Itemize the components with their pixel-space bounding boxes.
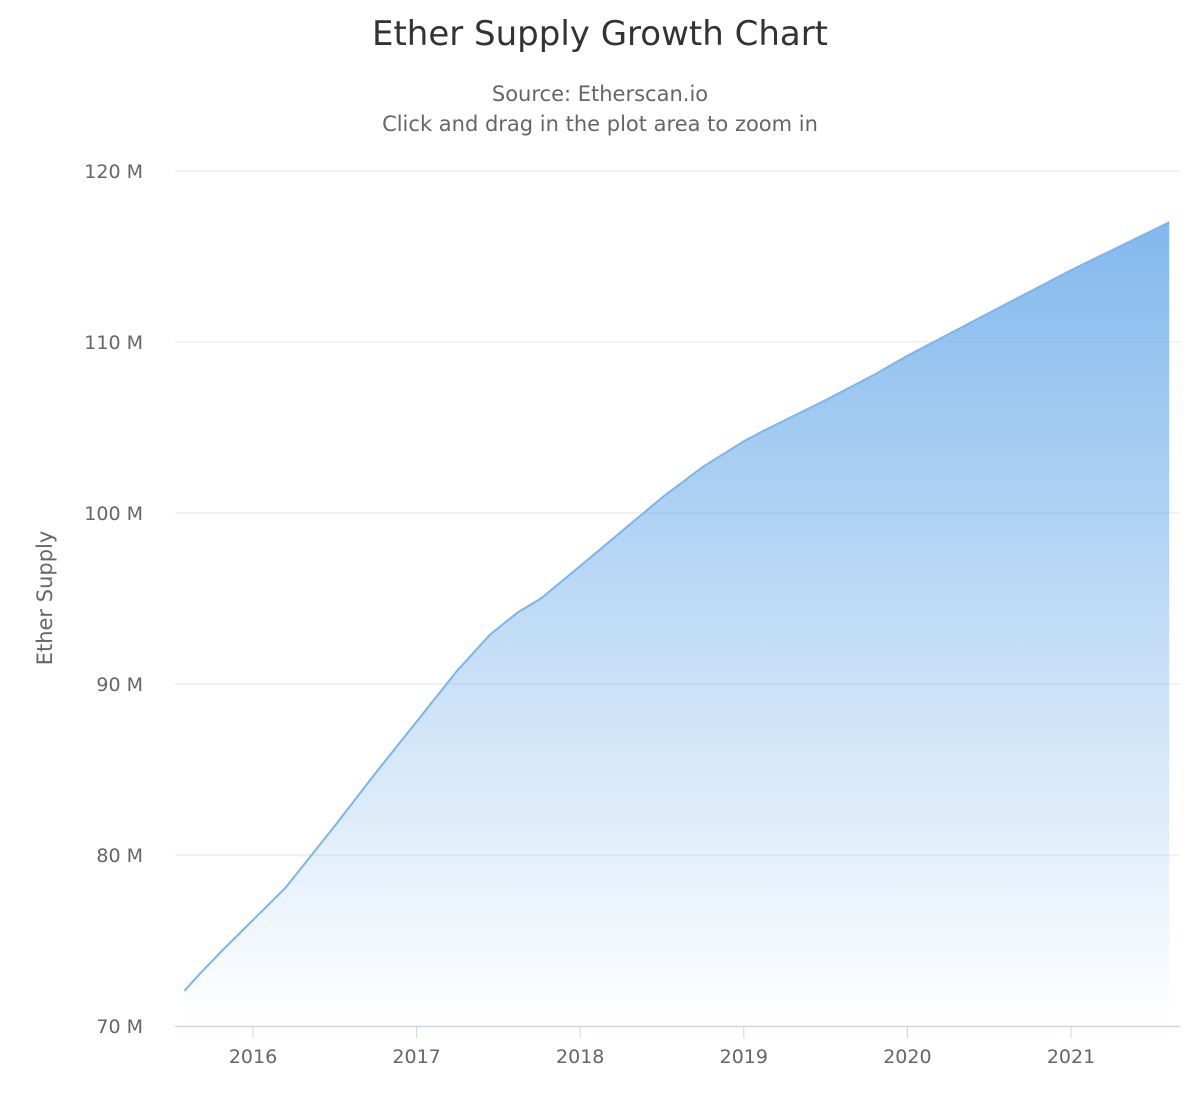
area-fill [184,222,1170,1027]
y-tick-label: 110 M [84,332,143,354]
y-tick-label: 100 M [84,503,143,525]
y-axis-label: Ether Supply [33,531,57,666]
x-tick-label: 2021 [1047,1046,1095,1068]
y-tick-label: 70 M [96,1016,143,1038]
x-tick-label: 2020 [883,1046,931,1068]
y-tick-label: 120 M [84,161,143,183]
x-tick-label: 2016 [229,1046,277,1068]
chart-title: Ether Supply Growth Chart [371,14,829,54]
x-tick-label: 2019 [720,1046,768,1068]
y-tick-label: 90 M [96,674,143,696]
series-line [183,221,1170,992]
y-tick-label: 80 M [96,845,143,867]
chart-subtitle-hint: Click and drag in the plot area to zoom … [382,112,818,136]
x-tick-label: 2017 [392,1046,440,1068]
x-tick-label: 2018 [556,1046,604,1068]
chart-subtitle-source: Source: Etherscan.io [491,82,709,106]
